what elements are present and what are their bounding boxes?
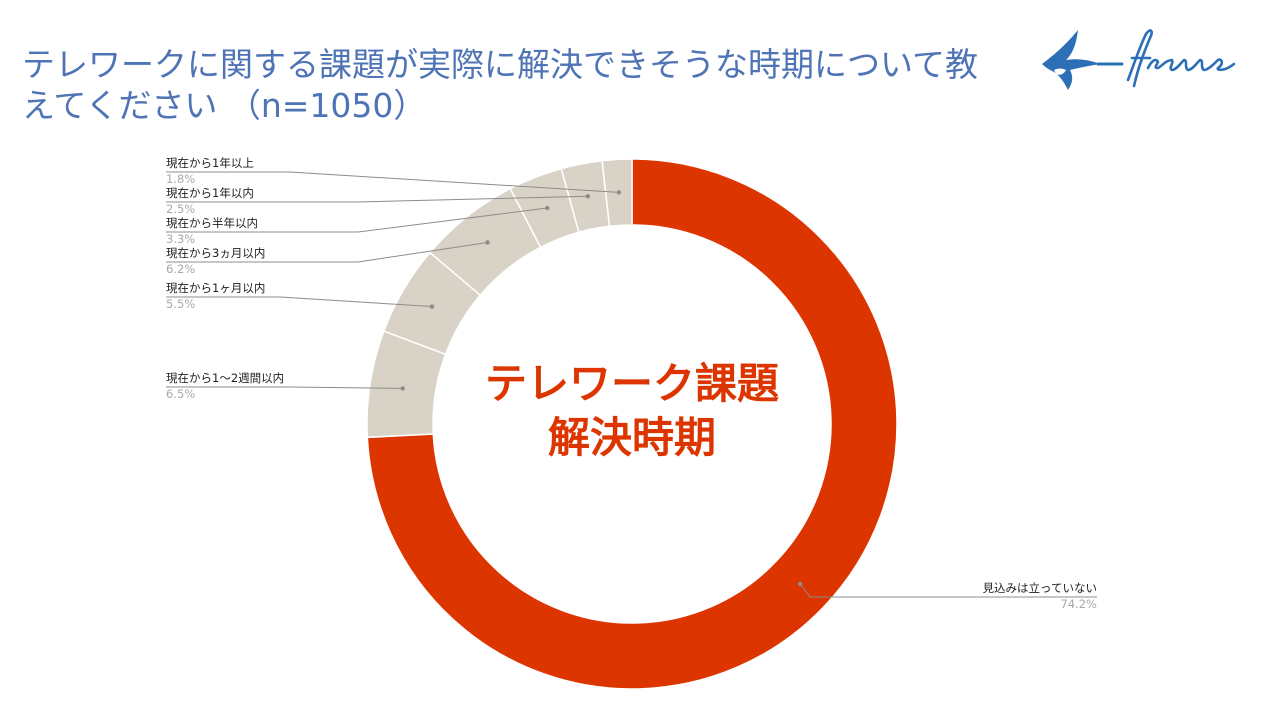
leader-dot-2 <box>400 386 405 391</box>
leader-dot-4 <box>485 240 490 245</box>
page-title: テレワークに関する課題が実際に解決できそうな時期について教えてください （n=1… <box>22 45 979 125</box>
slice-1 <box>366 158 898 690</box>
leader-dot-7 <box>616 190 622 195</box>
slice-label-2: 現在から1〜2週間以内 <box>166 371 284 385</box>
center-text-line-2: 解決時期 <box>548 413 716 462</box>
leader-line-4 <box>166 241 488 263</box>
slice-value-2: 6.5% <box>166 387 195 401</box>
slice-label-6: 現在から1年以内 <box>166 186 254 200</box>
freee-swallow-logo-icon <box>1042 29 1236 90</box>
leader-dot-6 <box>585 194 591 199</box>
leader-line-3 <box>166 296 432 308</box>
leader-dot-1 <box>797 581 803 587</box>
leader-dot-3 <box>429 304 435 309</box>
slice-value-6: 2.5% <box>166 202 195 216</box>
leader-line-6 <box>166 195 588 203</box>
slice-label-1: 見込みは立っていない <box>983 581 1097 595</box>
leader-line-2 <box>166 386 403 389</box>
slice-value-4: 6.2% <box>166 262 195 276</box>
slice-label-4: 現在から3ヵ月以内 <box>166 246 265 260</box>
slice-label-3: 現在から1ヶ月以内 <box>166 281 265 295</box>
slice-value-7: 1.8% <box>166 172 195 186</box>
slice-value-3: 5.5% <box>166 297 195 311</box>
freee-logo <box>1038 24 1250 94</box>
slice-label-7: 現在から1年以上 <box>166 156 254 170</box>
leader-line-1 <box>799 583 1097 598</box>
leader-line-7 <box>166 171 619 193</box>
slice-label-5: 現在から半年以内 <box>166 216 258 230</box>
leader-dot-5 <box>545 205 550 211</box>
leader-line-5 <box>166 207 548 233</box>
center-text-line-1: テレワーク課題 <box>485 359 779 408</box>
slice-value-1: 74.2% <box>1060 597 1097 611</box>
slice-value-5: 3.3% <box>166 232 195 246</box>
